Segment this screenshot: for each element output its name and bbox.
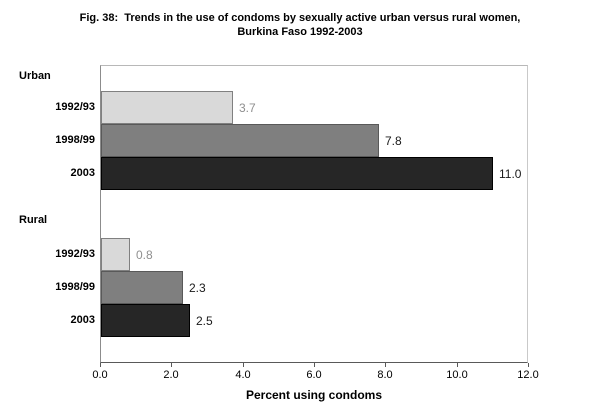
chart-title-line1: Fig. 38: Trends in the use of condoms by… bbox=[79, 12, 521, 24]
category-label-rural-1992-93: 1992/93 bbox=[55, 248, 95, 260]
chart-title-line2: Burkina Faso 1992-2003 bbox=[237, 26, 363, 38]
x-axis-tick-label-4.0: 4.0 bbox=[235, 369, 251, 381]
bar-urban-1998-99 bbox=[101, 124, 379, 157]
x-axis-tick-label-8.0: 8.0 bbox=[377, 369, 393, 381]
bar-rural-1998-99 bbox=[101, 271, 183, 304]
x-axis-tick-2.0 bbox=[171, 363, 172, 367]
x-axis-tick-10.0 bbox=[457, 363, 458, 367]
x-axis-title: Percent using condoms bbox=[245, 388, 383, 402]
bar-rural-1992-93 bbox=[101, 238, 130, 271]
chart-title: Fig. 38: Trends in the use of condoms by… bbox=[0, 11, 600, 39]
value-label-urban-2003: 11.0 bbox=[499, 167, 522, 181]
plot-area: 3.7 7.8 11.0 0.8 2.3 2.5 bbox=[100, 65, 528, 363]
x-axis-tick-8.0 bbox=[385, 363, 386, 367]
value-label-rural-2003: 2.5 bbox=[196, 314, 213, 328]
x-axis-tick-12.0 bbox=[528, 363, 529, 367]
value-label-urban-1992-93: 3.7 bbox=[239, 101, 256, 115]
bar-rural-2003 bbox=[101, 304, 190, 337]
category-label-urban-1992-93: 1992/93 bbox=[55, 101, 95, 113]
x-axis-tick-4.0 bbox=[243, 363, 244, 367]
x-axis-tick-6.0 bbox=[314, 363, 315, 367]
x-axis-tick-label-2.0: 2.0 bbox=[163, 369, 179, 381]
value-label-rural-1992-93: 0.8 bbox=[136, 248, 153, 262]
bar-urban-2003 bbox=[101, 157, 493, 190]
category-label-rural-1998-99: 1998/99 bbox=[55, 281, 95, 293]
value-label-rural-1998-99: 2.3 bbox=[189, 281, 206, 295]
x-axis-tick-label-0.0: 0.0 bbox=[92, 369, 108, 381]
category-label-rural-2003: 2003 bbox=[70, 314, 95, 326]
category-label-urban-1998-99: 1998/99 bbox=[55, 134, 95, 146]
group-label-urban: Urban bbox=[19, 70, 51, 82]
bar-urban-1992-93 bbox=[101, 91, 233, 124]
x-axis-tick-label-10.0: 10.0 bbox=[446, 369, 468, 381]
x-axis-tick-0.0 bbox=[100, 363, 101, 367]
value-label-urban-1998-99: 7.8 bbox=[385, 134, 402, 148]
x-axis-tick-label-12.0: 12.0 bbox=[517, 369, 539, 381]
category-label-urban-2003: 2003 bbox=[70, 167, 95, 179]
group-label-rural: Rural bbox=[19, 214, 48, 226]
x-axis-tick-label-6.0: 6.0 bbox=[306, 369, 322, 381]
